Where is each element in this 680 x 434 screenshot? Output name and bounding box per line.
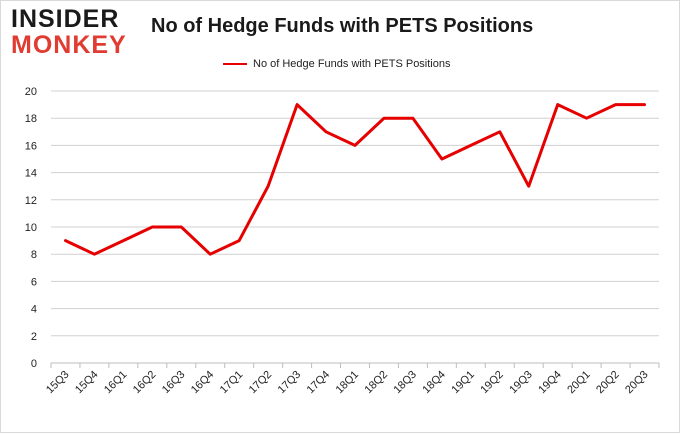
y-tick-label: 18 xyxy=(25,113,37,125)
x-tick-label: 16Q3 xyxy=(160,369,188,397)
y-tick-label: 20 xyxy=(25,86,37,98)
chart-title: No of Hedge Funds with PETS Positions xyxy=(151,15,534,37)
y-tick-label: 14 xyxy=(25,168,37,180)
logo-line-2: MONKEY xyxy=(11,31,127,59)
logo-line-1: INSIDER xyxy=(11,5,120,33)
x-tick-label: 17Q4 xyxy=(305,369,333,397)
x-tick-label: 18Q3 xyxy=(392,369,420,397)
x-tick-label: 20Q1 xyxy=(565,369,593,397)
x-tick-label: 19Q2 xyxy=(478,369,506,397)
x-tick-label: 16Q2 xyxy=(131,369,159,397)
legend-swatch xyxy=(223,63,247,65)
y-tick-label: 16 xyxy=(25,140,37,152)
y-tick-label: 10 xyxy=(25,222,37,234)
x-tick-label: 17Q2 xyxy=(247,369,275,397)
x-tick-label: 17Q1 xyxy=(218,369,246,397)
x-tick-label: 15Q4 xyxy=(73,369,101,397)
x-tick-label: 20Q3 xyxy=(623,369,651,397)
x-tick-label: 19Q1 xyxy=(449,369,477,397)
x-tick-label: 18Q4 xyxy=(420,369,448,397)
y-tick-label: 4 xyxy=(31,304,37,316)
y-tick-label: 8 xyxy=(31,249,37,261)
legend: No of Hedge Funds with PETS Positions xyxy=(223,56,450,72)
x-tick-label: 18Q1 xyxy=(334,369,362,397)
x-tick-label: 17Q3 xyxy=(276,369,304,397)
legend-label: No of Hedge Funds with PETS Positions xyxy=(253,58,451,70)
x-tick-label: 20Q2 xyxy=(594,369,622,397)
x-tick-label: 16Q1 xyxy=(102,369,130,397)
y-tick-label: 12 xyxy=(25,195,37,207)
y-tick-label: 6 xyxy=(31,276,37,288)
x-tick-label: 18Q2 xyxy=(363,369,391,397)
x-tick-label: 16Q4 xyxy=(189,369,217,397)
insider-monkey-logo: INSIDER MONKEY xyxy=(11,5,129,59)
x-tick-label: 19Q3 xyxy=(507,369,535,397)
x-tick-label: 15Q3 xyxy=(44,369,72,397)
series-line-0 xyxy=(64,103,646,256)
y-tick-label: 0 xyxy=(31,358,37,370)
x-tick-label: 19Q4 xyxy=(536,369,564,397)
y-tick-label: 2 xyxy=(31,331,37,343)
